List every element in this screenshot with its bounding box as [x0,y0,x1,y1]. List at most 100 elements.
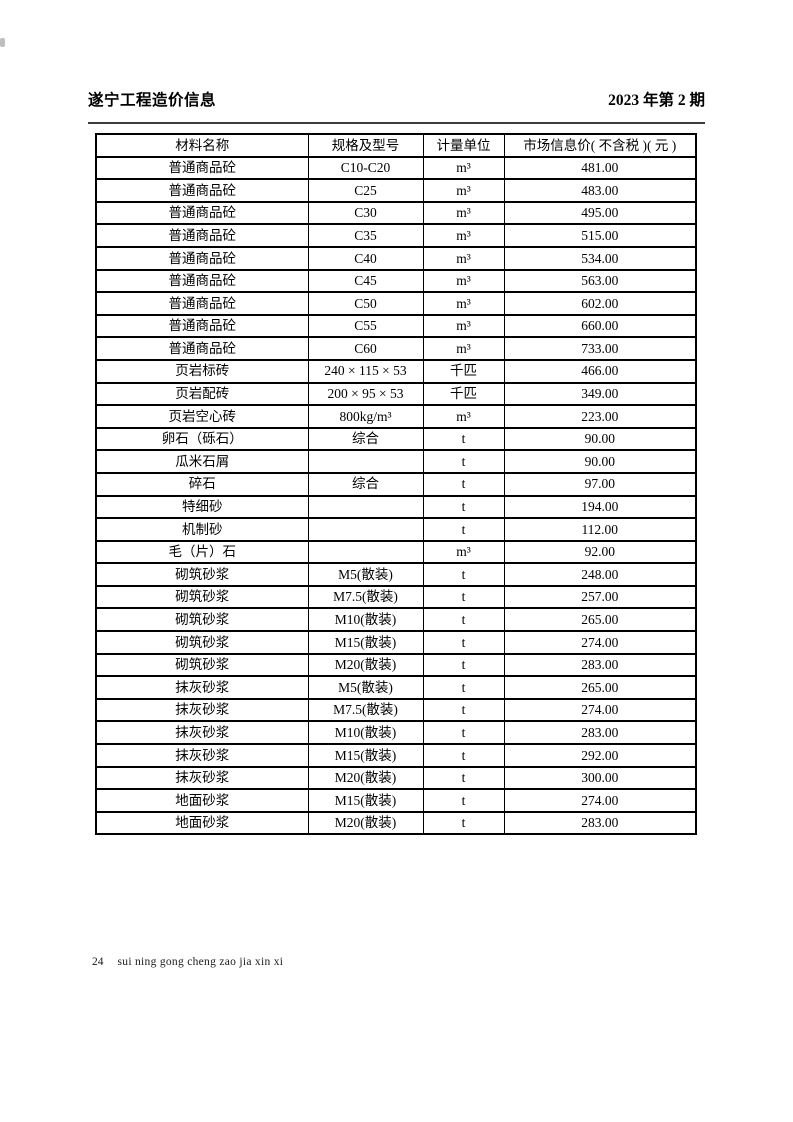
table-row: 普通商品砼 C40 m³ 534.00 [95,245,697,271]
cell-unit: m³ [422,336,505,361]
cell-unit: m³ [422,404,505,429]
cell-spec: M15(散装) [307,743,424,768]
cell-unit: t [422,675,505,700]
cell-spec: M20(散装) [307,652,424,678]
cell-material: 普通商品砼 [95,336,309,361]
cell-material: 页岩配砖 [95,381,309,407]
cell-material: 抹灰砂浆 [95,743,309,768]
cell-material: 普通商品砼 [95,291,309,316]
cell-unit: m³ [422,200,505,226]
cell-unit: 千匹 [422,358,505,384]
table-row: 地面砂浆 M20(散装) t 283.00 [95,810,697,836]
cell-spec: M15(散装) [307,788,424,813]
cell-price: 112.00 [503,517,697,542]
cell-price: 274.00 [503,630,697,655]
cell-unit: t [422,562,505,587]
cell-price: 265.00 [503,607,697,633]
table-row: 砌筑砂浆 M20(散装) t 283.00 [95,652,697,678]
cell-material: 普通商品砼 [95,155,309,181]
col-header-material: 材料名称 [95,133,309,158]
cell-price: 534.00 [503,245,697,271]
table-row: 特细砂 t 194.00 [95,494,697,520]
table-row: 普通商品砼 C30 m³ 495.00 [95,200,697,226]
cell-price: 248.00 [503,562,697,587]
cell-unit: t [422,743,505,768]
page-number: 24 [92,956,104,968]
cell-spec: C45 [307,268,424,294]
table-row: 抹灰砂浆 M20(散装) t 300.00 [95,765,697,791]
cell-price: 515.00 [503,223,697,248]
table-row: 碎石 综合 t 97.00 [95,471,697,497]
cell-price: 292.00 [503,743,697,768]
cell-material: 页岩标砖 [95,358,309,384]
cell-material: 卵石（砾石） [95,426,309,452]
cell-unit: t [422,810,505,836]
cell-price: 92.00 [503,539,697,565]
cell-unit: t [422,765,505,791]
cell-price: 257.00 [503,584,697,610]
cell-unit: m³ [422,268,505,294]
table-row: 抹灰砂浆 M7.5(散装) t 274.00 [95,697,697,723]
header-rule [88,122,705,124]
cell-material: 地面砂浆 [95,788,309,813]
cell-spec: M10(散装) [307,607,424,633]
table-row: 普通商品砼 C55 m³ 660.00 [95,313,697,339]
cell-spec: M7.5(散装) [307,697,424,723]
cell-spec [307,494,424,520]
cell-material: 普通商品砼 [95,268,309,294]
cell-price: 90.00 [503,426,697,452]
cell-material: 机制砂 [95,517,309,542]
page-footer: 24 sui ning gong cheng zao jia xin xi [92,956,283,968]
cell-material: 碎石 [95,471,309,497]
cell-material: 毛（片）石 [95,539,309,565]
issue-label: 2023 年第 2 期 [608,92,705,109]
cell-spec: C55 [307,313,424,339]
table-row: 抹灰砂浆 M15(散装) t 292.00 [95,743,697,768]
cell-price: 90.00 [503,449,697,474]
cell-spec: C25 [307,178,424,203]
cell-unit: m³ [422,223,505,248]
cell-spec: M15(散装) [307,630,424,655]
table-row: 普通商品砼 C25 m³ 483.00 [95,178,697,203]
table-row: 页岩标砖 240 × 115 × 53 千匹 466.00 [95,358,697,384]
table-row: 页岩空心砖 800kg/m³ m³ 223.00 [95,404,697,429]
cell-price: 223.00 [503,404,697,429]
table-row: 砌筑砂浆 M5(散装) t 248.00 [95,562,697,587]
cell-price: 283.00 [503,720,697,746]
cell-unit: m³ [422,539,505,565]
cell-material: 页岩空心砖 [95,404,309,429]
cell-material: 普通商品砼 [95,178,309,203]
cell-spec: M20(散装) [307,765,424,791]
cell-unit: m³ [422,155,505,181]
page-header: 遂宁工程造价信息 2023 年第 2 期 [88,88,705,110]
cell-material: 抹灰砂浆 [95,697,309,723]
table-row: 机制砂 t 112.00 [95,517,697,542]
cell-unit: m³ [422,178,505,203]
table-row: 普通商品砼 C35 m³ 515.00 [95,223,697,248]
cell-unit: t [422,449,505,474]
cell-material: 砌筑砂浆 [95,607,309,633]
table-row: 普通商品砼 C60 m³ 733.00 [95,336,697,361]
cell-price: 660.00 [503,313,697,339]
price-table-body: 普通商品砼 C10-C20 m³ 481.00 普通商品砼 C25 m³ 483.00 普通商品… [95,155,697,836]
cell-price: 194.00 [503,494,697,520]
cell-material: 瓜米石屑 [95,449,309,474]
cell-material: 砌筑砂浆 [95,584,309,610]
cell-spec: 综合 [307,426,424,452]
cell-price: 265.00 [503,675,697,700]
cell-spec: C50 [307,291,424,316]
cell-unit: t [422,697,505,723]
table-row: 普通商品砼 C10-C20 m³ 481.00 [95,155,697,181]
cell-price: 349.00 [503,381,697,407]
cell-spec: 800kg/m³ [307,404,424,429]
table-row: 砌筑砂浆 M7.5(散装) t 257.00 [95,584,697,610]
cell-material: 普通商品砼 [95,313,309,339]
cell-material: 普通商品砼 [95,245,309,271]
col-header-unit: 计量单位 [422,133,505,158]
col-header-spec: 规格及型号 [307,133,424,158]
cell-price: 466.00 [503,358,697,384]
cell-spec [307,449,424,474]
cell-spec: 240 × 115 × 53 [307,358,424,384]
table-row: 页岩配砖 200 × 95 × 53 千匹 349.00 [95,381,697,407]
cell-material: 特细砂 [95,494,309,520]
